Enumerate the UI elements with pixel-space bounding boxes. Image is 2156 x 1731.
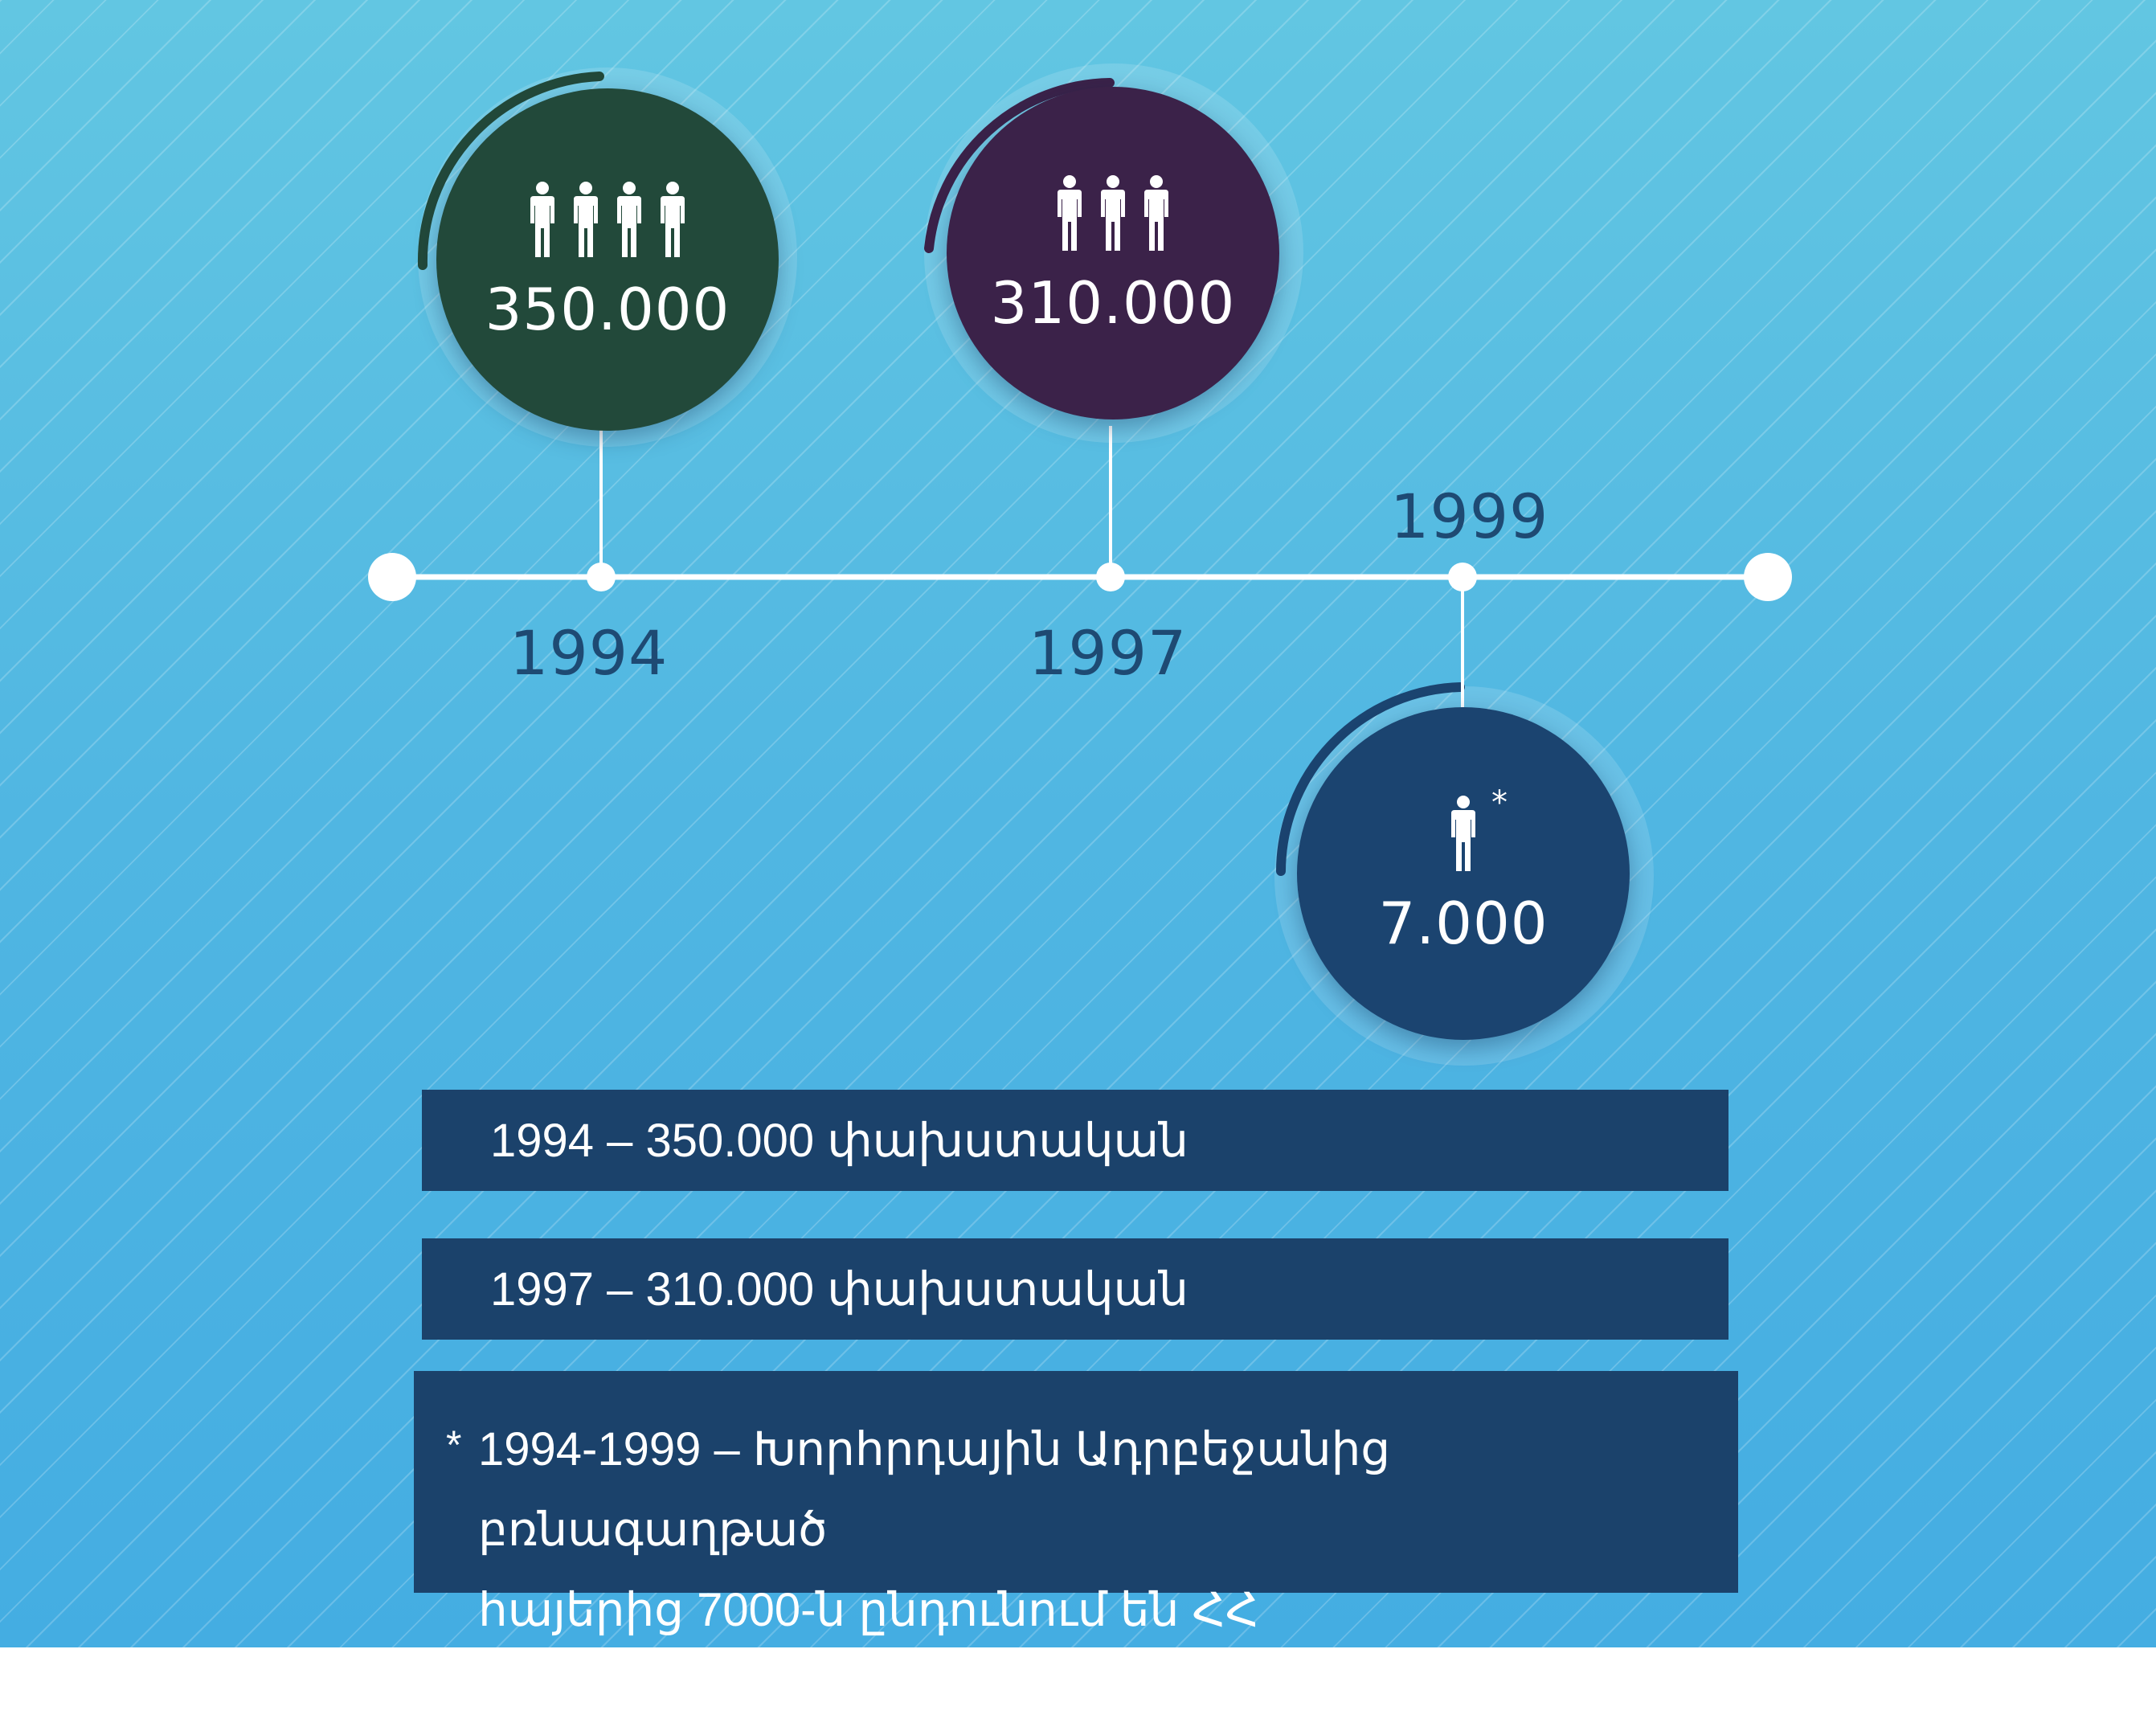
timeline-node-1994 <box>587 563 616 591</box>
year-label-1999: 1999 <box>1390 481 1549 552</box>
year-label-1997: 1997 <box>1029 617 1188 689</box>
year-label-1994: 1994 <box>509 617 669 689</box>
footnote-asterisk: * <box>446 1422 462 1467</box>
note-box-1994: 1994 – 350.000 փախստական <box>422 1090 1728 1191</box>
timeline-node-1997 <box>1096 563 1125 591</box>
value-1997: 310.000 <box>990 268 1236 337</box>
footnote-line-2: հայերից 7000-ն ընդունում են ՀՀ քաղաքացիո… <box>478 1584 1259 1717</box>
person-icon <box>527 181 558 263</box>
timeline-start-dot <box>368 553 416 601</box>
person-icon <box>657 181 688 263</box>
arc-1994 <box>417 72 604 270</box>
timeline-node-1999 <box>1448 563 1477 591</box>
footnote-line-1: 1994-1999 – Խորհրդային Ադրբեջանից բռնագա… <box>478 1423 1391 1556</box>
note-box-1997: 1997 – 310.000 փախստական <box>422 1238 1728 1340</box>
bubble-1994: 350.000 <box>436 88 779 431</box>
asterisk-marker: * <box>1491 784 1508 821</box>
arc-1997 <box>924 78 1115 253</box>
people-icons-1999: * <box>1448 784 1508 877</box>
bubble-1997: 310.000 <box>947 87 1279 419</box>
person-icon <box>571 181 601 263</box>
note-box-footnote: * 1994-1999 – Խորհրդային Ադրբեջանից բռնա… <box>414 1371 1738 1717</box>
person-icon <box>1141 174 1172 256</box>
arc-1999 <box>1276 682 1465 876</box>
people-icons-1997 <box>1054 174 1172 256</box>
people-icons-1994 <box>527 181 688 263</box>
value-1994: 350.000 <box>485 275 730 343</box>
timeline-end-dot <box>1744 553 1792 601</box>
person-icon <box>1448 795 1479 877</box>
person-icon <box>1098 174 1128 256</box>
person-icon <box>614 181 644 263</box>
bubble-1999: * 7.000 <box>1297 707 1630 1040</box>
note-text-1994: 1994 – 350.000 փախստական <box>490 1115 1188 1167</box>
note-text-1997: 1997 – 310.000 փախստական <box>490 1263 1188 1316</box>
value-1999: 7.000 <box>1378 889 1548 957</box>
person-icon <box>1054 174 1085 256</box>
